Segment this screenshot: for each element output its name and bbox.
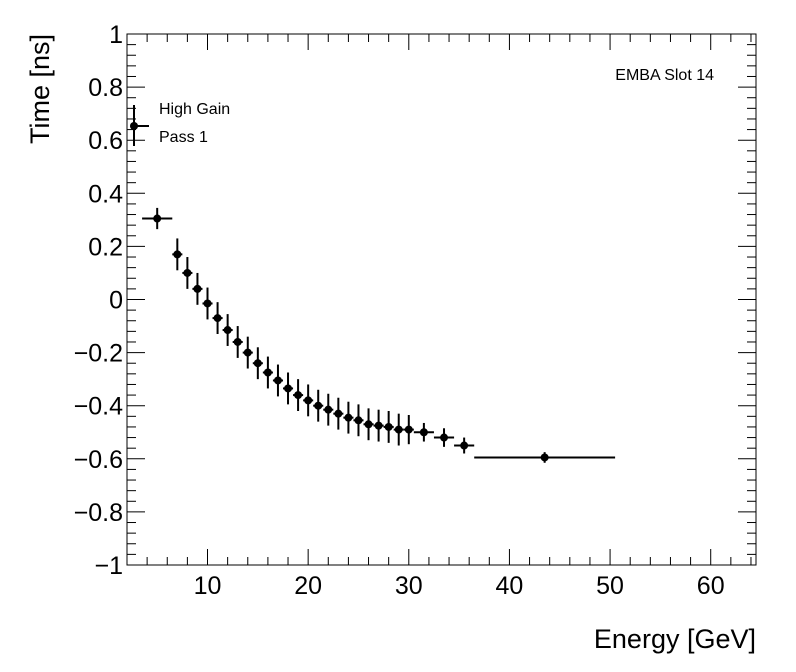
y-tick-label: 0.6 [88, 127, 123, 155]
point-marker [243, 348, 252, 357]
data-point [333, 397, 344, 430]
data-point [303, 384, 314, 417]
point-marker [394, 425, 403, 434]
y-tick-label: −0.4 [74, 393, 123, 421]
point-marker [314, 401, 323, 410]
point-marker [419, 428, 428, 437]
data-point [192, 272, 203, 305]
y-tick-label: 0.2 [88, 233, 123, 261]
data-point [383, 411, 394, 443]
point-marker [364, 420, 373, 429]
point-marker [273, 376, 282, 385]
point-marker [304, 396, 313, 405]
y-tick-label: 0.8 [88, 74, 123, 102]
point-marker [203, 299, 212, 308]
x-tick-label: 40 [496, 572, 524, 600]
legend-label-pass: Pass 1 [159, 129, 208, 146]
legend-marker [130, 105, 149, 146]
point-marker [284, 384, 293, 393]
point-marker [183, 268, 192, 277]
data-point [433, 428, 455, 447]
data-point [232, 326, 243, 358]
data-point [474, 452, 616, 463]
point-marker [213, 314, 222, 323]
y-tick-label: −0.2 [74, 340, 123, 368]
data-point [403, 414, 414, 445]
point-marker [354, 416, 363, 425]
data-point [454, 437, 475, 454]
y-tick-label: 0.4 [88, 180, 123, 208]
data-point [373, 409, 384, 442]
y-tick-label: 0 [109, 287, 123, 315]
point-marker [233, 337, 242, 346]
data-point [323, 393, 334, 426]
y-tick-label: 1 [109, 21, 123, 49]
data-point [142, 207, 173, 230]
y-axis-title: Time [ns] [25, 34, 55, 144]
plot-annotation: EMBA Slot 14 [615, 67, 714, 84]
data-point [363, 408, 374, 441]
point-marker [153, 214, 162, 223]
x-tick-label: 30 [395, 572, 423, 600]
point-marker [344, 413, 353, 422]
x-tick-label: 20 [294, 572, 322, 600]
data-point [293, 379, 304, 412]
point-marker [384, 422, 393, 431]
point-marker [334, 409, 343, 418]
data-point [413, 422, 434, 442]
data-point [172, 238, 183, 271]
y-tick-label: −0.6 [74, 446, 123, 474]
point-marker [540, 453, 549, 462]
data-point [222, 314, 233, 346]
point-marker [253, 359, 262, 368]
data-point [242, 336, 253, 369]
point-marker [294, 391, 303, 400]
y-tick-label: −1 [94, 552, 123, 580]
point-marker [460, 441, 469, 450]
data-point [212, 302, 223, 335]
point-marker [263, 368, 272, 377]
x-axis-title: Energy [GeV] [594, 624, 756, 654]
point-marker [193, 284, 202, 293]
data-point [393, 413, 404, 446]
legend: High Gain Pass 1 [130, 101, 230, 146]
data-point [252, 347, 263, 380]
data-point [343, 401, 354, 434]
data-point [353, 404, 364, 437]
axis-ticks [126, 33, 756, 566]
point-marker [374, 421, 383, 430]
x-tick-label: 50 [596, 572, 624, 600]
x-tick-label: 10 [194, 572, 222, 600]
data-point [262, 356, 273, 389]
point-marker [404, 425, 413, 434]
axis-tick-labels: 10 20 30 40 50 60 −1 −0.8 −0.6 −0.4 −0.2 0 0.2 0.4 0.6… [74, 21, 725, 600]
data-point [313, 389, 324, 422]
data-point [272, 364, 283, 397]
data-point [202, 287, 213, 320]
point-marker [324, 405, 333, 414]
data-point [182, 257, 193, 289]
point-marker [440, 433, 449, 442]
data-point [282, 372, 294, 405]
x-tick-label: 60 [697, 572, 725, 600]
point-marker [173, 250, 182, 259]
data-points [142, 207, 616, 463]
point-marker [223, 326, 232, 335]
y-tick-label: −0.8 [74, 499, 123, 527]
legend-label-high-gain: High Gain [159, 101, 230, 118]
